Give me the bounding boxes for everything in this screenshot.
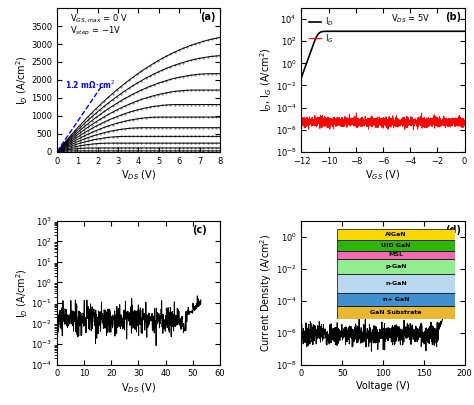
Text: V$_{GS,max}$ = 0 V: V$_{GS,max}$ = 0 V (70, 13, 128, 25)
Text: V$_{DS}$ = 5V: V$_{DS}$ = 5V (391, 13, 431, 25)
Legend: I$_D$, I$_G$: I$_D$, I$_G$ (306, 12, 337, 48)
Text: V$_{step}$ = −1V: V$_{step}$ = −1V (70, 26, 121, 38)
X-axis label: Voltage (V): Voltage (V) (356, 381, 410, 391)
Text: (c): (c) (192, 225, 207, 235)
X-axis label: V$_{GS}$ (V): V$_{GS}$ (V) (365, 168, 401, 182)
Y-axis label: Current Density (A/cm$^2$): Current Density (A/cm$^2$) (258, 233, 274, 352)
X-axis label: V$_{DS}$ (V): V$_{DS}$ (V) (121, 168, 156, 182)
Y-axis label: I$_{D}$ (A/cm$^2$): I$_{D}$ (A/cm$^2$) (14, 268, 29, 318)
Text: (b): (b) (445, 13, 461, 22)
Y-axis label: I$_{D}$ (A/cm$^2$): I$_{D}$ (A/cm$^2$) (14, 55, 29, 105)
Text: 1.2 mΩ·cm$^2$: 1.2 mΩ·cm$^2$ (64, 79, 115, 91)
Y-axis label: I$_{D}$, I$_{G}$ (A/cm$^2$): I$_{D}$, I$_{G}$ (A/cm$^2$) (259, 48, 274, 112)
Text: (a): (a) (201, 13, 216, 22)
Text: (d): (d) (445, 225, 461, 235)
X-axis label: V$_{DS}$ (V): V$_{DS}$ (V) (121, 381, 156, 395)
